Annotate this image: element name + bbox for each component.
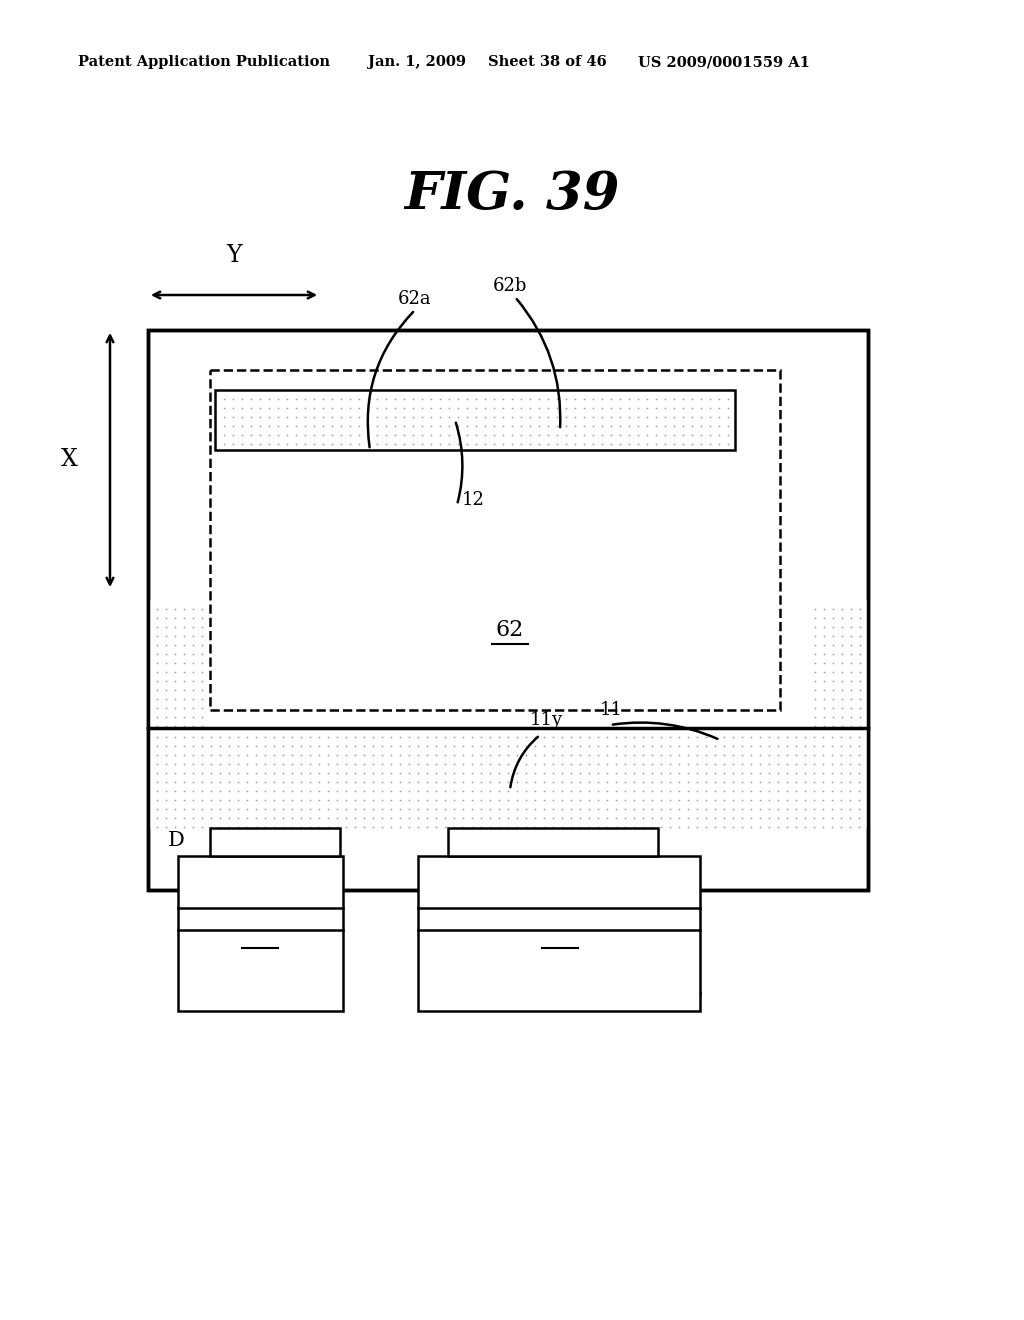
Text: Patent Application Publication: Patent Application Publication (78, 55, 330, 69)
Bar (148, 601, 210, 730)
Text: Y: Y (226, 244, 242, 267)
Bar (210, 370, 780, 710)
Bar (148, 601, 210, 730)
Bar (210, 828, 340, 855)
Text: D: D (168, 830, 185, 850)
Text: 12: 12 (462, 491, 485, 510)
Bar (418, 855, 700, 1011)
Text: G: G (182, 982, 199, 1002)
Text: 11: 11 (600, 701, 623, 719)
Text: 62b: 62b (493, 277, 527, 294)
Text: Sheet 38 of 46: Sheet 38 of 46 (488, 55, 607, 69)
Bar (148, 330, 868, 890)
Text: Jan. 1, 2009: Jan. 1, 2009 (368, 55, 466, 69)
Bar (215, 389, 735, 450)
Bar (806, 601, 868, 730)
Text: 62a: 62a (398, 290, 432, 308)
Text: US 2009/0001559 A1: US 2009/0001559 A1 (638, 55, 810, 69)
Bar (178, 855, 343, 1011)
Text: X: X (61, 449, 78, 471)
Text: S: S (688, 982, 702, 1002)
Bar (148, 729, 868, 828)
Text: FIG. 39: FIG. 39 (404, 169, 620, 220)
Text: 62: 62 (496, 619, 524, 642)
Bar (449, 828, 658, 855)
Text: 63: 63 (247, 925, 273, 945)
Bar (148, 330, 868, 890)
Text: 61: 61 (547, 925, 573, 945)
Text: 11y: 11y (530, 711, 563, 729)
Bar (806, 601, 868, 730)
